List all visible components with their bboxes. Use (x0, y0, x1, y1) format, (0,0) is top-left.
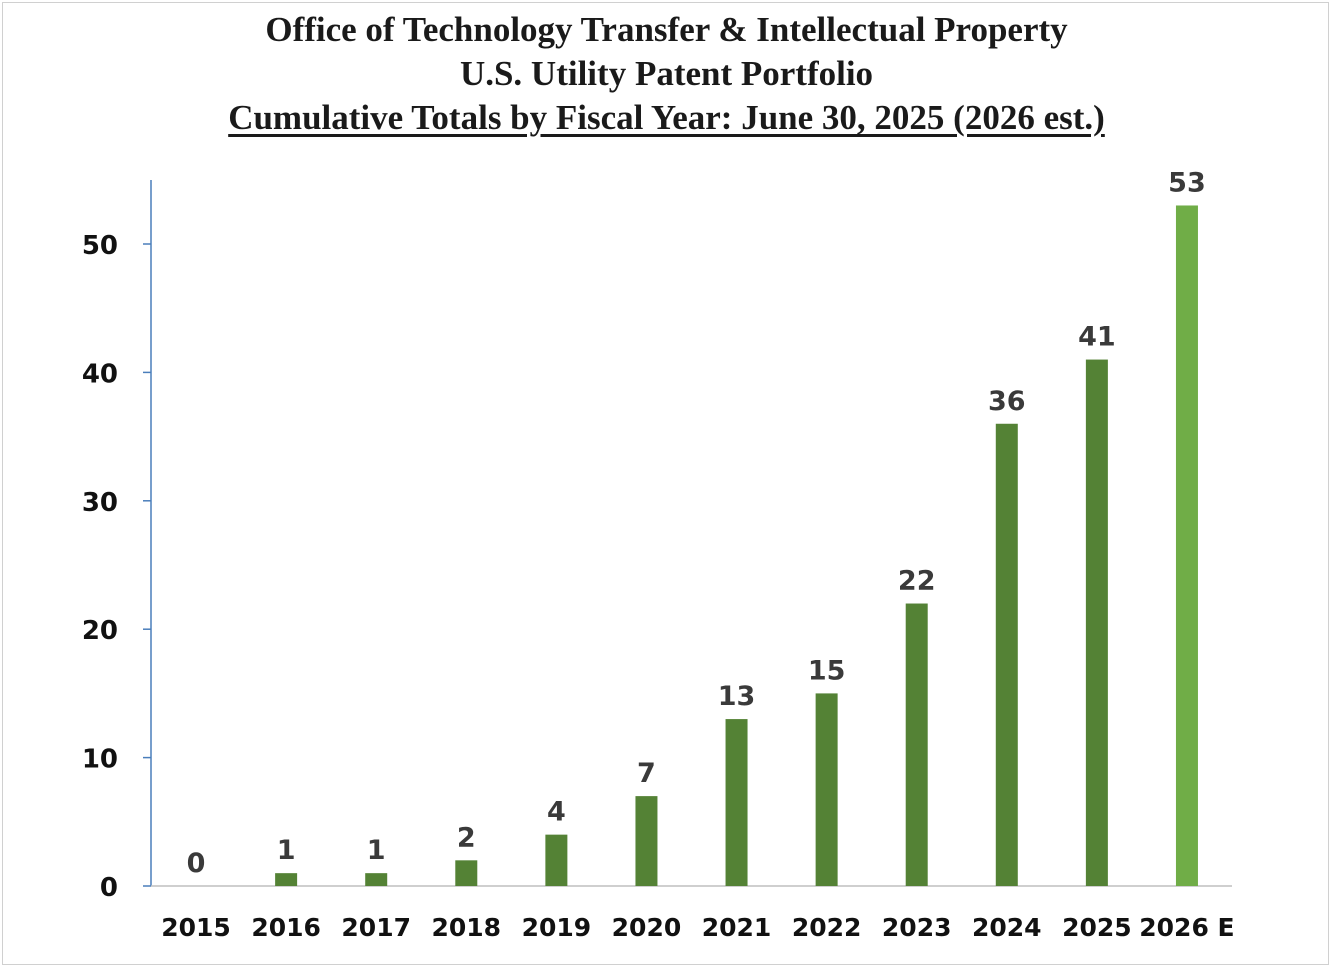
data-label: 2 (457, 822, 476, 853)
bar (1175, 205, 1198, 887)
data-label: 4 (547, 797, 566, 828)
x-tick-label: 2024 (972, 913, 1042, 942)
data-label: 1 (277, 835, 296, 866)
bar (815, 693, 838, 886)
data-label: 36 (988, 386, 1026, 417)
data-label: 15 (808, 655, 846, 686)
data-label: 7 (637, 758, 656, 789)
bar (275, 873, 298, 886)
x-tick-label: 2026 E (1139, 913, 1234, 942)
chart-titles: Office of Technology Transfer & Intellec… (0, 8, 1333, 140)
data-label: 53 (1168, 167, 1206, 198)
data-label: 22 (898, 566, 936, 597)
y-tick-label: 50 (82, 231, 118, 261)
x-tick-label: 2021 (702, 913, 772, 942)
bar (725, 719, 748, 886)
bar (995, 423, 1018, 886)
x-tick-label: 2015 (161, 913, 231, 942)
data-label: 0 (187, 848, 206, 879)
chart-subtitle-underlined: Cumulative Totals by Fiscal Year: June 3… (228, 98, 1105, 137)
bar (365, 873, 388, 886)
bar (545, 834, 568, 886)
data-label: 13 (718, 681, 756, 712)
y-tick-label: 10 (82, 745, 118, 775)
bar (1085, 359, 1108, 886)
chart-title: Office of Technology Transfer & Intellec… (265, 10, 1068, 49)
x-tick-label: 2018 (431, 913, 501, 942)
x-tick-label: 2022 (792, 913, 862, 942)
bar (635, 796, 658, 886)
y-tick-label: 20 (82, 616, 118, 646)
data-label: 41 (1078, 322, 1116, 353)
data-label: 1 (367, 835, 386, 866)
x-tick-label: 2017 (341, 913, 411, 942)
chart-subtitle: U.S. Utility Patent Portfolio (459, 54, 874, 93)
x-tick-label: 2025 (1062, 913, 1132, 942)
x-tick-label: 2016 (251, 913, 321, 942)
x-tick-label: 2023 (882, 913, 952, 942)
y-tick-label: 30 (82, 488, 118, 518)
bar (905, 603, 928, 886)
x-tick-label: 2020 (612, 913, 682, 942)
x-tick-label: 2019 (522, 913, 592, 942)
y-tick-label: 40 (82, 359, 118, 389)
y-tick-label: 0 (100, 873, 118, 903)
bar (455, 860, 478, 886)
